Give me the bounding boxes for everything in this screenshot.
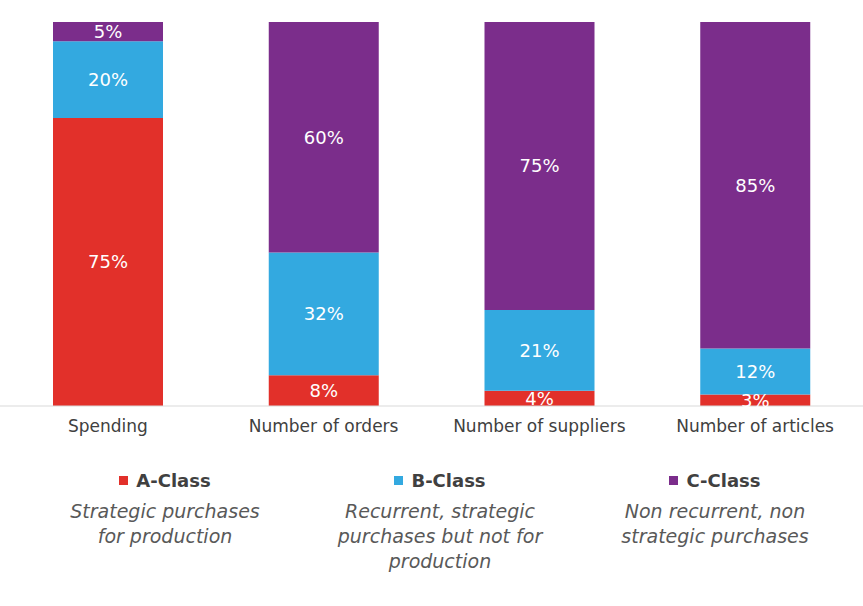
html-text:A-Class: A-Class (136, 470, 211, 491)
svg-text:3%: 3% (741, 390, 770, 411)
html-text:Strategic purchases for produc: Strategic purchases for production (70, 500, 260, 547)
svg-text:4%: 4% (525, 388, 554, 409)
svg-text:Number of orders: Number of orders (249, 416, 399, 436)
svg-text:12%: 12% (735, 361, 775, 382)
html-text:Recurrent, strategic purchases: Recurrent, strategic purchases but not f… (337, 500, 543, 572)
svg-text:20%: 20% (88, 69, 128, 90)
svg-text:Number of articles: Number of articles (676, 416, 834, 436)
svg-text:75%: 75% (88, 251, 128, 272)
svg-text:32%: 32% (304, 303, 344, 324)
svg-text:60%: 60% (304, 127, 344, 148)
svg-text:8%: 8% (309, 380, 338, 401)
svg-text:Spending: Spending (68, 416, 148, 436)
html-text:Non recurrent, non strategic p: Non recurrent, non strategic purchases (621, 500, 809, 547)
svg-text:21%: 21% (519, 340, 559, 361)
svg-text:5%: 5% (94, 21, 123, 42)
svg-text:85%: 85% (735, 175, 775, 196)
html-text:B-Class: B-Class (411, 470, 486, 491)
svg-text:Number of suppliers: Number of suppliers (453, 416, 626, 436)
html-text:C-Class: C-Class (686, 470, 761, 491)
svg-text:75%: 75% (519, 155, 559, 176)
